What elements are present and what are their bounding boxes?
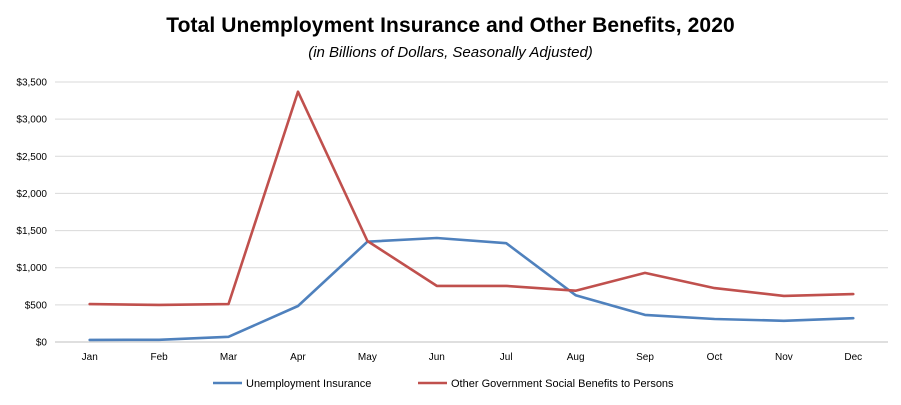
x-tick-label: Mar [220,352,238,363]
x-tick-label: Sep [636,352,654,363]
y-tick-label: $0 [36,338,48,349]
series-lines [88,90,855,342]
x-tick-label: Dec [844,352,862,363]
x-tick-label: Apr [290,352,306,363]
x-tick-label: Jul [500,352,513,363]
y-tick-label: $3,500 [16,78,47,89]
chart-subtitle: (in Billions of Dollars, Seasonally Adju… [308,44,593,61]
x-tick-label: Jun [429,352,445,363]
legend-label: Other Government Social Benefits to Pers… [451,378,674,390]
x-tick-label: Feb [151,352,169,363]
x-tick-label: Aug [567,352,585,363]
y-tick-label: $500 [25,300,48,311]
x-tick-label: May [358,352,377,363]
y-axis-ticks: $0 $500 $1,000 $1,500 $2,000 $2,500 $3,000 $3,5… [16,78,47,349]
x-tick-label: Oct [707,352,723,363]
y-tick-label: $3,000 [16,115,47,126]
y-tick-label: $1,500 [16,226,47,237]
y-tick-label: $2,000 [16,189,47,200]
series-line-2 [88,90,855,307]
chart-title: Total Unemployment Insurance and Other B… [166,14,735,37]
series-line-1 [88,236,855,342]
x-tick-label: Nov [775,352,793,363]
legend: Unemployment Insurance Other Government S… [213,378,674,390]
y-tick-label: $1,000 [16,263,47,274]
x-axis-ticks: Jan Feb Mar Apr May Jun Jul Aug Sep Oct Nov Dec [82,352,863,363]
legend-label: Unemployment Insurance [246,378,371,390]
y-tick-label: $2,500 [16,152,47,163]
gridlines [55,81,888,343]
x-tick-label: Jan [82,352,98,363]
